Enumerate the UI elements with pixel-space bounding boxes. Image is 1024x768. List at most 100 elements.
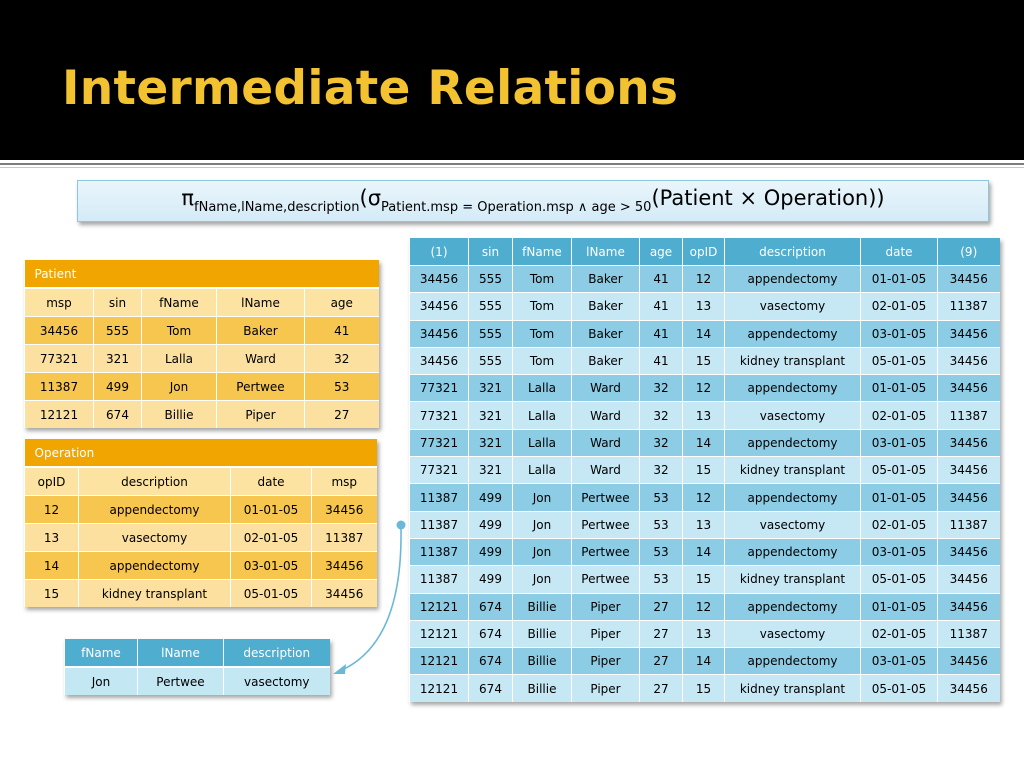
column-header: lName <box>571 238 640 266</box>
table-cell: Tom <box>512 346 572 375</box>
table-cell: 15 <box>682 565 725 594</box>
table-cell: Jon <box>141 372 217 401</box>
table-cell: appendectomy <box>724 264 861 293</box>
table-row: 12 appendectomy 01-01-05 34456 <box>24 495 377 524</box>
table-cell: 12121 <box>409 619 469 648</box>
table-cell: Tom <box>512 264 572 293</box>
table-row: 34456 555 Tom Baker 41 15 kidney transplant 05-… <box>409 346 1000 375</box>
arrow-curve <box>341 528 402 671</box>
column-header: (9) <box>937 238 1000 266</box>
cartesian-product-table: (1) sin fName lName age opID description… <box>409 238 1000 702</box>
table-cell: Piper <box>571 647 640 675</box>
relational-algebra-expression: πfName,lName,description(σPatient.msp = … <box>77 180 989 222</box>
table-cell: 34456 <box>937 319 1000 348</box>
table-cell: 12121 <box>409 647 469 675</box>
arrow-head <box>333 664 346 674</box>
table-cell: Tom <box>141 316 217 345</box>
table-row: 11387 499 Jon Pertwee 53 15 kidney transplant 0… <box>409 565 1000 594</box>
table-cell: Ward <box>216 344 305 373</box>
table-cell: 32 <box>639 428 683 457</box>
divider-line-thin <box>0 167 1024 168</box>
table-row: 77321 321 Lalla Ward 32 <box>24 344 379 373</box>
table-cell: 77321 <box>409 456 469 484</box>
column-header: fName <box>512 238 572 266</box>
table-cell: appendectomy <box>724 537 861 566</box>
table-cell: Baker <box>571 346 640 375</box>
table-cell: Jon <box>512 565 572 594</box>
column-header: description <box>223 639 330 667</box>
table-cell: appendectomy <box>78 495 231 524</box>
table-cell: Billie <box>512 647 572 675</box>
table-cell: 12 <box>24 495 79 524</box>
table-cell: 53 <box>639 483 683 512</box>
table-cell: Ward <box>571 428 640 457</box>
table-cell: vasectomy <box>724 292 861 321</box>
table-cell: 05-01-05 <box>230 579 312 607</box>
table-cell: 12 <box>682 374 725 402</box>
column-header: sin <box>468 238 513 266</box>
table-cell: 11387 <box>937 510 1000 539</box>
open-paren: ( <box>359 186 368 210</box>
table-row: 15 kidney transplant 05-01-05 34456 <box>24 579 377 607</box>
table-cell: 13 <box>682 401 725 430</box>
column-header: fName <box>141 287 217 317</box>
table-cell: 02-01-05 <box>860 401 938 430</box>
patient-table: Patient msp sin fName lName age 34456 55… <box>24 260 379 428</box>
table-cell: 13 <box>24 523 79 552</box>
table-cell: 27 <box>639 592 683 621</box>
patient-caption: Patient <box>24 260 379 288</box>
column-header: lName <box>137 639 224 667</box>
table-row: 12121 674 Billie Piper 27 15 kidney transplant… <box>409 674 1000 702</box>
table-cell: 02-01-05 <box>860 292 938 321</box>
table-cell: appendectomy <box>724 428 861 457</box>
table-cell: 555 <box>468 319 513 348</box>
column-header: description <box>724 238 861 266</box>
table-cell: 15 <box>24 579 79 607</box>
table-cell: 41 <box>639 346 683 375</box>
column-header: opID <box>682 238 725 266</box>
projection-attributes: fName,lName,description <box>194 200 360 215</box>
table-cell: 11387 <box>409 483 469 512</box>
table-cell: 499 <box>468 510 513 539</box>
table-cell: 53 <box>639 537 683 566</box>
table-cell: 03-01-05 <box>860 647 938 675</box>
table-cell: 34456 <box>409 292 469 321</box>
arrow-start-dot <box>396 520 406 530</box>
table-cell: 01-01-05 <box>860 374 938 402</box>
table-cell: 05-01-05 <box>860 565 938 594</box>
table-cell: Baker <box>571 264 640 293</box>
table-cell: 12121 <box>24 400 94 428</box>
table-cell: Piper <box>571 619 640 648</box>
table-cell: 34456 <box>937 483 1000 512</box>
table-cell: Baker <box>571 292 640 321</box>
table-cell: Billie <box>512 619 572 648</box>
table-cell: 53 <box>639 565 683 594</box>
table-row: 77321 321 Lalla Ward 32 13 vasectomy 02-01-05 11… <box>409 401 1000 430</box>
table-cell: 27 <box>304 400 379 428</box>
table-cell: 32 <box>304 344 379 373</box>
table-cell: 674 <box>468 647 513 675</box>
table-cell: Jon <box>512 483 572 512</box>
table-row: 77321 321 Lalla Ward 32 14 appendectomy 03-01-0… <box>409 428 1000 457</box>
table-cell: 02-01-05 <box>860 510 938 539</box>
table-cell: 01-01-05 <box>860 592 938 621</box>
table-cell: 01-01-05 <box>230 495 312 524</box>
table-cell: 27 <box>639 619 683 648</box>
table-cell: Pertwee <box>571 483 640 512</box>
column-header: date <box>230 466 312 496</box>
column-header: age <box>639 238 683 266</box>
table-cell: kidney transplant <box>724 565 861 594</box>
table-cell: Ward <box>571 401 640 430</box>
selection-condition: Patient.msp = Operation.msp ∧ age > 50 <box>381 200 652 215</box>
table-cell: 555 <box>468 264 513 293</box>
table-cell: 34456 <box>937 537 1000 566</box>
table-cell: 674 <box>468 619 513 648</box>
table-cell: 34456 <box>24 316 94 345</box>
table-cell: 34456 <box>937 346 1000 375</box>
table-cell: 12121 <box>409 592 469 621</box>
table-cell: Baker <box>571 319 640 348</box>
table-cell: 27 <box>639 674 683 702</box>
table-cell: 14 <box>682 428 725 457</box>
table-cell: 321 <box>93 344 142 373</box>
